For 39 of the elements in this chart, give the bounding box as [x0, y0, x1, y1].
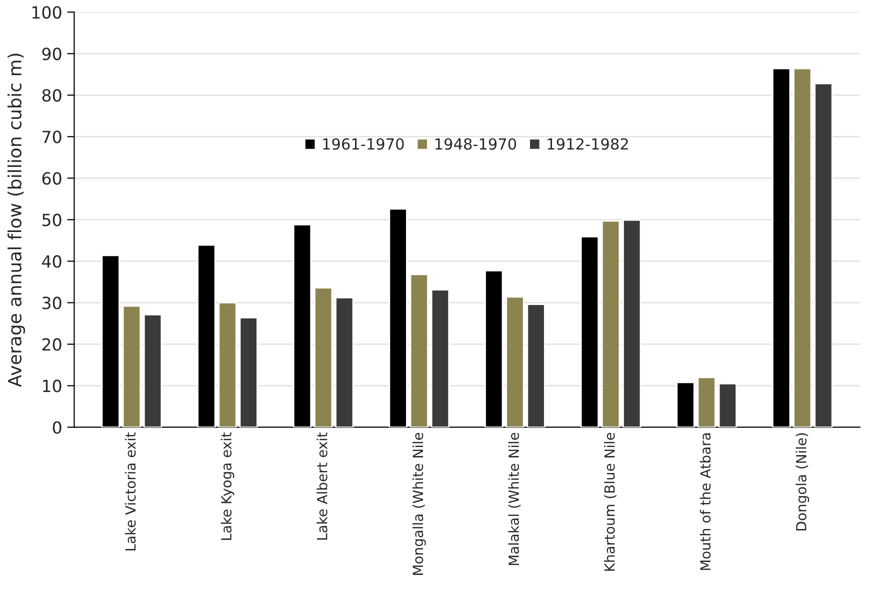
x-tick-label: Khartoum (Blue Nile: [604, 432, 616, 571]
bar: [430, 289, 450, 428]
y-tick-label: 70: [42, 130, 62, 144]
x-tick-label: Lake Kyoga exit: [220, 432, 234, 540]
x-tick-label: Mouth of the Atbara: [700, 433, 711, 570]
bar: [718, 382, 737, 428]
bar: [814, 82, 833, 428]
legend-label: 1948-1970: [436, 138, 516, 150]
bar: [601, 220, 620, 428]
y-tick-label: 100: [32, 6, 62, 19]
bar: [239, 316, 258, 428]
y-axis-title: Average annual flow (billion cubic m): [8, 54, 26, 388]
x-tick-label: Mongalla (White Nile: [412, 432, 426, 575]
bar: [122, 305, 142, 428]
y-tick-label: 30: [42, 296, 62, 310]
y-tick-label: 20: [42, 338, 62, 351]
bar: [410, 274, 428, 428]
bar: [526, 304, 546, 428]
bar: [335, 297, 354, 428]
bar: [622, 219, 642, 428]
x-tick-label: Dongola (Nile): [796, 433, 810, 530]
x-tick-label: Malakal (White Nile: [508, 432, 521, 566]
legend-label: 1961-1970: [323, 138, 404, 150]
y-tick-label: 90: [42, 48, 62, 60]
y-tick-label: 0: [52, 421, 62, 434]
x-tick-label: Lake Albert exit: [316, 432, 328, 540]
legend-label: 1912-1982: [548, 138, 628, 150]
y-tick-label: 80: [42, 89, 62, 102]
y-tick-label: 10: [43, 380, 62, 392]
y-tick-label: 60: [42, 172, 62, 185]
bar: [314, 287, 333, 428]
bar: [506, 296, 524, 428]
bar: [793, 68, 812, 428]
y-tick-label: 40: [42, 255, 62, 268]
bar: [218, 302, 237, 428]
bar: [697, 376, 716, 428]
bar: [143, 314, 162, 428]
x-tick-label: Lake Victoria exit: [124, 432, 136, 550]
y-tick-label: 50: [42, 214, 62, 226]
